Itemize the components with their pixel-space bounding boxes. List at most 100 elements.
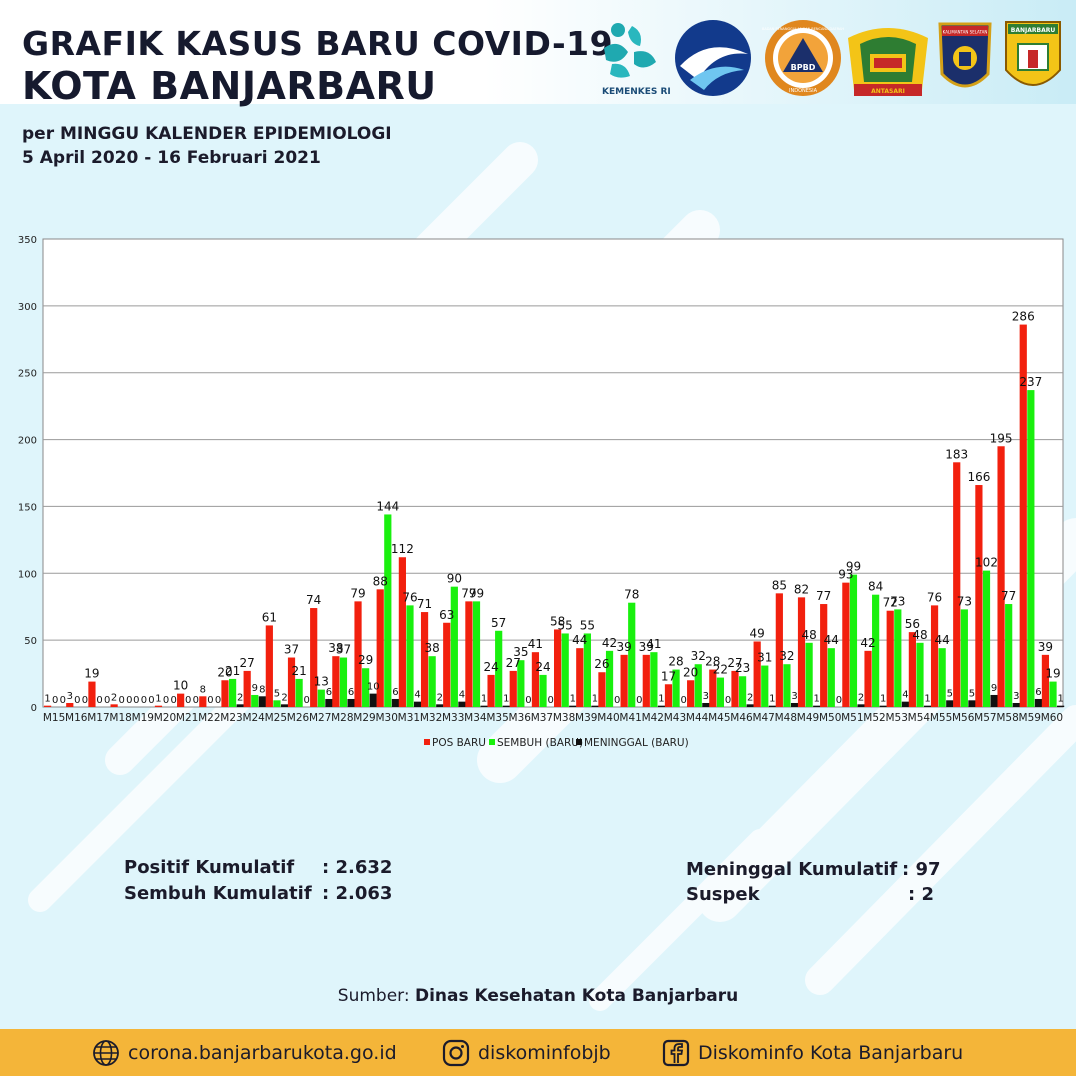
y-tick-label: 150 xyxy=(18,502,37,513)
data-label: 39 xyxy=(1038,640,1053,654)
data-label: 74 xyxy=(306,593,321,607)
data-label: 39 xyxy=(616,640,631,654)
y-tick-label: 100 xyxy=(18,569,37,580)
bar-pos-baru xyxy=(287,657,296,707)
data-label: 0 xyxy=(82,695,88,706)
banjarbaru-label: BANJARBARU xyxy=(1011,27,1056,34)
bpbd-logo-icon: BPBD INDONESIA BADAN PENANGGULANGAN BENC… xyxy=(762,20,844,96)
data-label: 17 xyxy=(661,669,676,683)
y-tick-label: 350 xyxy=(18,235,37,246)
bar-sembuh-baru xyxy=(273,700,281,707)
bar-meninggal-baru xyxy=(702,702,710,707)
x-tick-label: M26 xyxy=(287,712,310,724)
data-label: 48 xyxy=(801,628,816,642)
bar-sembuh-baru xyxy=(228,678,237,707)
bar-pos-baru xyxy=(864,650,872,707)
data-label: 27 xyxy=(506,656,521,670)
x-tick-label: M38 xyxy=(553,712,575,724)
instagram-text: diskominfobjb xyxy=(478,1041,611,1064)
bar-sembuh-baru xyxy=(317,689,325,707)
suspek: Suspek: 2 xyxy=(686,884,934,905)
bar-pos-baru xyxy=(975,485,983,707)
x-tick-label: M51 xyxy=(841,712,863,724)
bar-sembuh-baru xyxy=(251,694,259,707)
bar-pos-baru xyxy=(443,622,451,707)
bar-pos-baru xyxy=(554,629,562,707)
data-label: 183 xyxy=(945,447,968,461)
antasari-label: ANTASARI xyxy=(871,88,905,95)
bar-meninggal-baru xyxy=(857,704,865,707)
bar-meninggal-baru xyxy=(480,705,488,707)
footer-instagram[interactable]: diskominfobjb xyxy=(442,1029,611,1076)
bar-pos-baru xyxy=(44,705,52,707)
x-tick-label: M55 xyxy=(930,712,952,724)
bar-meninggal-baru xyxy=(458,701,466,707)
bar-sembuh-baru xyxy=(761,665,769,707)
bar-pos-baru xyxy=(953,462,961,707)
bar-meninggal-baru xyxy=(746,704,754,707)
x-tick-label: M16 xyxy=(65,712,88,724)
bar-sembuh-baru xyxy=(495,630,503,707)
data-label: 37 xyxy=(336,643,351,657)
x-tick-label: M23 xyxy=(220,712,242,724)
bar-meninggal-baru xyxy=(325,698,333,707)
x-tick-label: M44 xyxy=(686,712,709,724)
data-label: 1 xyxy=(924,694,930,705)
bar-pos-baru xyxy=(66,702,74,707)
sembuh-label: Sembuh Kumulatif xyxy=(124,883,312,904)
x-tick-label: M58 xyxy=(996,712,1018,724)
data-label: 0 xyxy=(525,695,531,706)
data-label: 9 xyxy=(991,683,997,694)
data-label: 6 xyxy=(1035,687,1041,698)
data-label: 82 xyxy=(794,582,809,596)
data-label: 4 xyxy=(902,690,908,701)
bar-sembuh-baru xyxy=(1049,681,1057,707)
kominfo-logo-icon xyxy=(675,20,751,96)
data-label: 23 xyxy=(735,661,750,675)
antasari-logo-icon: ANTASARI xyxy=(848,28,928,96)
x-tick-label: M28 xyxy=(331,712,353,724)
data-label: 84 xyxy=(868,580,883,594)
facebook-text: Diskominfo Kota Banjarbaru xyxy=(698,1041,964,1064)
data-label: 0 xyxy=(614,695,620,706)
meninggal-kumulatif: Meninggal Kumulatif: 97 xyxy=(686,859,941,880)
x-tick-label: M34 xyxy=(464,712,487,724)
bar-pos-baru xyxy=(842,582,850,707)
bpbd-top-label: BADAN PENANGGULANGAN BENCANA DAERAH xyxy=(762,27,844,31)
banjarbaru-logo-icon: BANJARBARU xyxy=(1005,21,1061,86)
bar-pos-baru xyxy=(797,597,806,707)
data-label: 1 xyxy=(481,694,487,705)
data-label: 21 xyxy=(225,664,240,678)
bar-meninggal-baru xyxy=(813,705,821,707)
bar-pos-baru xyxy=(465,601,473,707)
bar-meninggal-baru xyxy=(790,702,799,707)
data-label: 0 xyxy=(207,695,213,706)
footer-website[interactable]: corona.banjarbarukota.go.id xyxy=(92,1029,397,1076)
bar-sembuh-baru xyxy=(450,586,458,707)
x-tick-label: M24 xyxy=(242,712,265,724)
x-tick-label: M31 xyxy=(398,712,420,724)
data-label: 58 xyxy=(550,614,565,628)
data-label: 71 xyxy=(417,597,432,611)
data-source: Sumber: Dinas Kesehatan Kota Banjarbaru xyxy=(0,986,1076,1006)
data-label: 42 xyxy=(602,636,617,650)
bar-sembuh-baru xyxy=(472,601,481,707)
bar-meninggal-baru xyxy=(901,701,910,707)
x-tick-label: M60 xyxy=(1041,712,1063,724)
bar-pos-baru xyxy=(199,696,207,707)
bar-meninggal-baru xyxy=(236,704,244,707)
data-label: 0 xyxy=(185,695,191,706)
bar-sembuh-baru xyxy=(894,609,902,707)
bar-meninggal-baru xyxy=(569,705,577,707)
bar-meninggal-baru xyxy=(591,705,599,707)
footer-facebook[interactable]: Diskominfo Kota Banjarbaru xyxy=(662,1029,963,1076)
data-label: 42 xyxy=(860,636,875,650)
x-tick-label: M39 xyxy=(575,712,597,724)
data-label: 73 xyxy=(890,594,905,608)
bar-sembuh-baru xyxy=(295,678,303,707)
bar-meninggal-baru xyxy=(1034,698,1043,707)
source-name: Dinas Kesehatan Kota Banjarbaru xyxy=(414,986,739,1006)
bar-pos-baru xyxy=(354,601,362,707)
data-label: 44 xyxy=(935,633,950,647)
data-label: 32 xyxy=(779,649,794,663)
